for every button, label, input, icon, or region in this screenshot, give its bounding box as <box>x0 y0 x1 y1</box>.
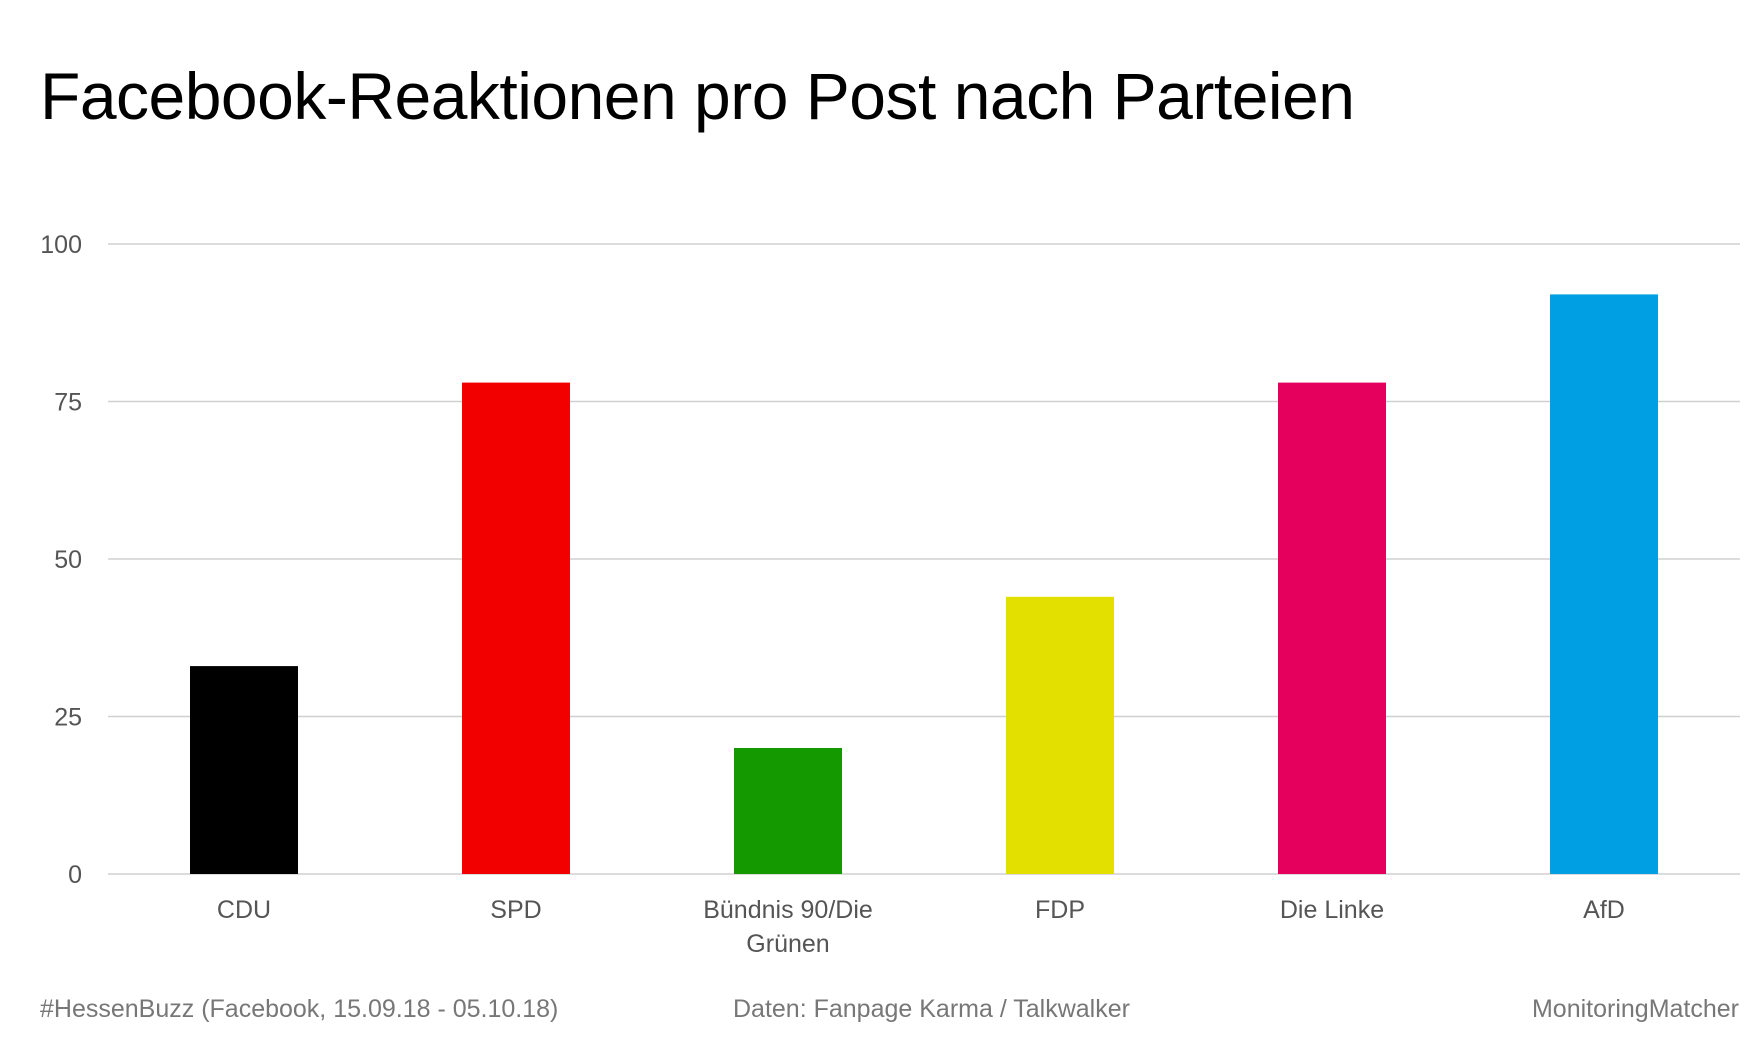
y-tick-label: 0 <box>68 861 82 889</box>
bar-b-ndnis-90-die-gr-nen <box>734 748 842 874</box>
x-axis-tick-labels: CDU SPD Bündnis 90/Die Grünen FDP Die Linke Af… <box>217 896 1625 958</box>
bars <box>190 294 1658 874</box>
y-tick-label: 75 <box>54 389 82 417</box>
y-axis-tick-labels: 0 25 50 75 100 <box>40 231 82 889</box>
x-tick-label: CDU <box>217 896 271 924</box>
chart-title: Facebook-Reaktionen pro Post nach Partei… <box>40 59 1355 133</box>
x-tick-label: Die Linke <box>1280 896 1384 924</box>
bar-spd <box>462 382 570 874</box>
bar-die-linke <box>1278 382 1386 874</box>
bar-fdp <box>1006 596 1114 874</box>
gridlines <box>108 243 1740 875</box>
footer-hashtag-source: #HessenBuzz (Facebook, 15.09.18 - 05.10.… <box>40 995 559 1023</box>
bar-afd <box>1550 294 1658 874</box>
x-tick-label: Bündnis 90/Die Grünen <box>703 896 873 958</box>
x-tick-label: FDP <box>1035 896 1085 924</box>
x-tick-label: AfD <box>1583 896 1625 924</box>
y-tick-label: 100 <box>40 231 82 259</box>
y-tick-label: 50 <box>54 546 82 574</box>
y-tick-label: 25 <box>54 704 82 732</box>
footer-data-source: Daten: Fanpage Karma / Talkwalker <box>733 995 1130 1023</box>
x-tick-label: SPD <box>490 896 541 924</box>
footer-brand: MonitoringMatcher <box>1531 995 1739 1023</box>
bar-cdu <box>190 666 298 874</box>
